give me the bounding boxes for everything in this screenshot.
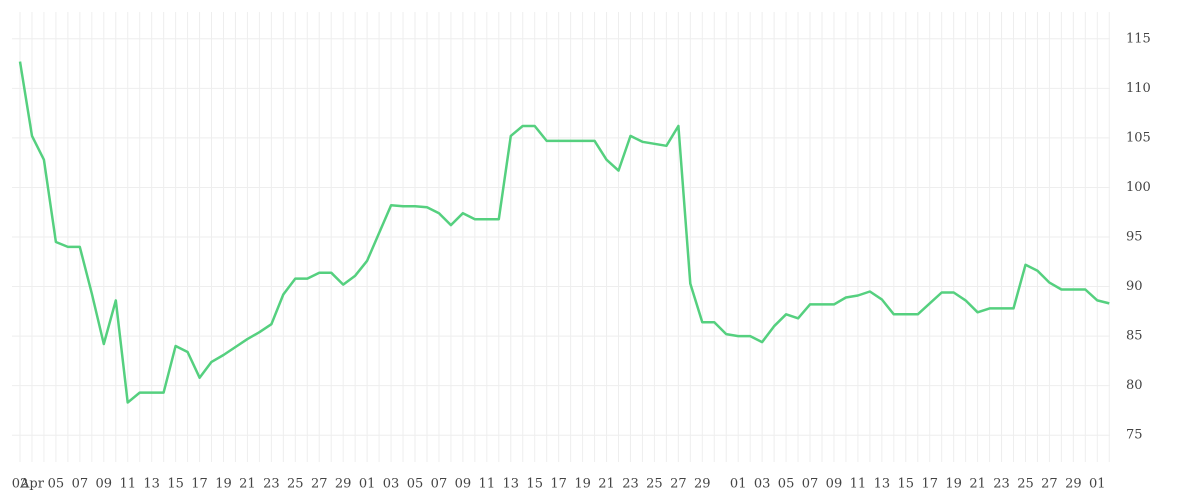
y-tick-label: 110 <box>1126 81 1151 96</box>
y-tick-label: 100 <box>1126 180 1151 195</box>
x-tick-label: 23 <box>622 477 639 492</box>
x-tick-label: 25 <box>287 477 304 492</box>
y-tick-label: 75 <box>1126 428 1143 443</box>
x-tick-label: 15 <box>898 477 915 492</box>
x-tick-label: 11 <box>850 477 867 492</box>
x-tick-label: 19 <box>215 477 232 492</box>
line <box>18 61 1110 404</box>
x-tick-label: 11 <box>479 477 496 492</box>
x-tick-label: 21 <box>969 477 986 492</box>
x-tick-label: 07 <box>802 477 819 492</box>
x-tick-label: 05 <box>48 477 65 492</box>
y-tick-label: 90 <box>1126 279 1143 294</box>
x-tick-label: 09 <box>96 477 113 492</box>
x-tick-label: 01 <box>730 477 747 492</box>
x-tick-label: 21 <box>239 477 256 492</box>
y-tick-label: 85 <box>1126 329 1143 344</box>
x-tick-label: 23 <box>263 477 280 492</box>
x-tick-label: 13 <box>874 477 891 492</box>
x-tick-label: 25 <box>1017 477 1034 492</box>
x-tick-label: 17 <box>550 477 567 492</box>
x-tick-label: 13 <box>502 477 519 492</box>
x-tick-label: 05 <box>778 477 795 492</box>
x-tick-label: 09 <box>826 477 843 492</box>
x-tick-label: 19 <box>574 477 591 492</box>
x-tick-label: 27 <box>1041 477 1058 492</box>
x-tick-label: 03 <box>383 477 400 492</box>
x-tick-label: 19 <box>945 477 962 492</box>
y-tick-label: 105 <box>1126 130 1151 145</box>
x-tick-label: 07 <box>72 477 89 492</box>
x-tick-label: 25 <box>646 477 663 492</box>
x-tick-label: 01 <box>1089 477 1106 492</box>
x-tick-label: 11 <box>119 477 136 492</box>
x-tick-label: 13 <box>143 477 160 492</box>
x-tick-label: 29 <box>694 477 711 492</box>
x-tick-label: 09 <box>455 477 472 492</box>
x-tick-label: 21 <box>598 477 615 492</box>
x-tick-label: 02 <box>12 477 29 492</box>
x-tick-label: 15 <box>167 477 184 492</box>
x-tick-label: 17 <box>921 477 938 492</box>
x-tick-label: Apr <box>19 477 45 492</box>
x-tick-label: 15 <box>526 477 543 492</box>
x-tick-label: 17 <box>191 477 208 492</box>
y-tick-label: 95 <box>1126 230 1143 245</box>
x-tick-label: 03 <box>754 477 771 492</box>
x-tick-label: 27 <box>670 477 687 492</box>
x-tick-label: 27 <box>311 477 328 492</box>
x-tick-label: 05 <box>407 477 424 492</box>
y-tick-label: 115 <box>1126 31 1151 46</box>
x-tick-label: 29 <box>335 477 352 492</box>
x-tick-label: 23 <box>993 477 1010 492</box>
x-tick-label: 29 <box>1065 477 1082 492</box>
x-tick-label: 01 <box>359 477 376 492</box>
y-tick-label: 80 <box>1126 378 1143 393</box>
x-tick-label: 07 <box>431 477 448 492</box>
